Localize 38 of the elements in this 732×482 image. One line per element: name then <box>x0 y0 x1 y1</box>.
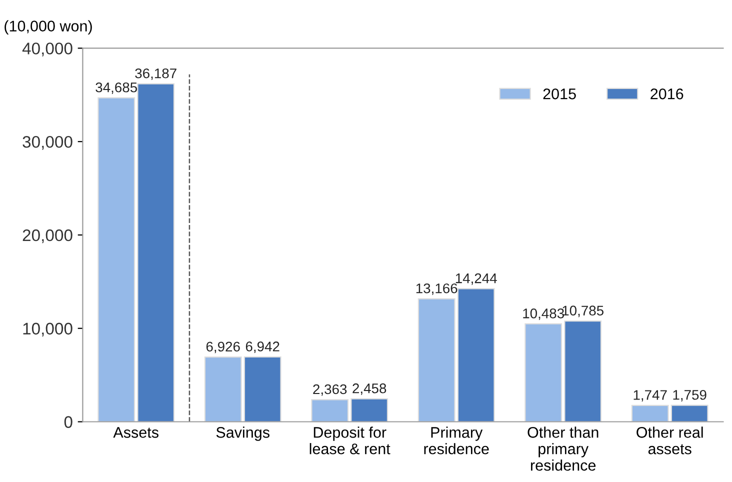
legend-label: 2016 <box>650 88 684 100</box>
data-label: 14,244 <box>456 273 497 285</box>
bar <box>311 399 349 422</box>
y-axis-title: (10,000 won) <box>4 20 92 34</box>
y-tick-label: 40,000 <box>22 42 72 56</box>
bar <box>564 320 602 422</box>
bar <box>350 398 388 422</box>
bar <box>457 288 495 422</box>
data-label: 10,785 <box>562 306 604 318</box>
bar <box>204 356 242 422</box>
data-label: 1,759 <box>673 390 706 402</box>
legend-label: 2015 <box>543 88 576 100</box>
data-label: 6,942 <box>246 342 280 354</box>
bar <box>631 404 669 422</box>
data-label: 1,747 <box>634 390 667 402</box>
data-label: 2,363 <box>313 384 347 396</box>
data-label: 13,166 <box>416 283 458 295</box>
x-tick-label: Assets <box>113 427 158 438</box>
y-tick-label: 30,000 <box>22 136 72 150</box>
bar <box>670 404 708 422</box>
y-tick-label: 10,000 <box>23 322 72 337</box>
bar <box>137 83 175 422</box>
x-tick-label: Other than primary residence <box>528 426 598 471</box>
x-tick-label: Primary residence <box>424 426 489 454</box>
y-tick-label: 20,000 <box>22 229 72 244</box>
data-label: 10,483 <box>523 308 564 320</box>
x-tick-label: Savings <box>216 426 270 441</box>
data-label: 6,926 <box>206 342 240 354</box>
bar <box>98 97 136 422</box>
y-tick-label: 0 <box>64 416 72 428</box>
data-label: 2,458 <box>352 383 386 395</box>
bar <box>244 356 282 422</box>
data-label: 36,187 <box>135 68 176 80</box>
data-label: 34,685 <box>96 82 137 94</box>
bar <box>524 323 562 422</box>
x-tick-label: Deposit for lease & rent <box>310 426 390 454</box>
bar <box>418 298 456 422</box>
x-tick-label: Other real assets <box>636 426 703 454</box>
